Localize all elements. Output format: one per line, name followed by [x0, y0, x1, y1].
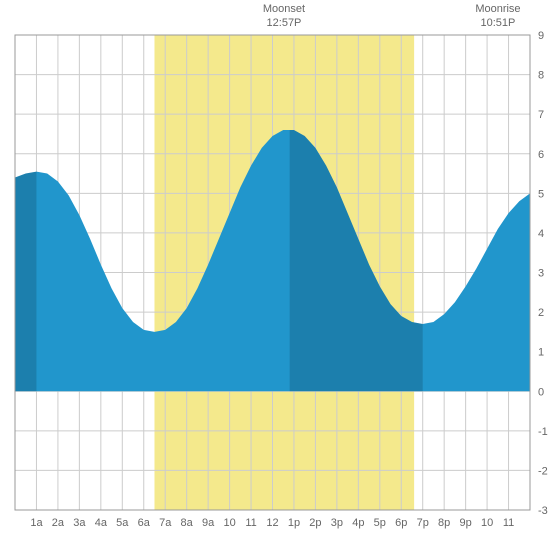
y-tick-label: 6 — [538, 149, 544, 161]
x-tick-label: 4p — [352, 517, 364, 529]
y-tick-label: 2 — [538, 307, 544, 319]
y-tick-label: 7 — [538, 109, 544, 121]
x-tick-label: 8p — [438, 517, 450, 529]
x-tick-label: 11 — [503, 517, 514, 529]
tide-shade-0 — [15, 172, 36, 392]
x-tick-label: 7p — [417, 517, 429, 529]
chart-svg: 1a2a3a4a5a6a7a8a9a1011121p2p3p4p5p6p7p8p… — [0, 0, 550, 550]
x-tick-label: 4a — [95, 517, 108, 529]
x-tick-label: 11 — [245, 517, 256, 529]
x-tick-label: 1a — [30, 517, 43, 529]
x-tick-label: 10 — [481, 517, 493, 529]
y-tick-label: 8 — [538, 70, 544, 82]
y-tick-label: -1 — [538, 426, 548, 438]
y-tick-label: 3 — [538, 268, 544, 280]
y-tick-label: 0 — [538, 386, 544, 398]
y-tick-label: 1 — [538, 347, 544, 359]
annotation-moonset: Moonset12:57P — [263, 2, 305, 31]
x-tick-label: 5a — [116, 517, 129, 529]
tide-chart: 1a2a3a4a5a6a7a8a9a1011121p2p3p4p5p6p7p8p… — [0, 0, 550, 550]
y-tick-label: 9 — [538, 30, 544, 42]
annotation-label: Moonrise — [475, 2, 520, 16]
annotation-moonrise: Moonrise10:51P — [475, 2, 520, 31]
y-tick-label: 4 — [538, 228, 544, 240]
x-tick-label: 8a — [181, 517, 194, 529]
x-tick-label: 12 — [266, 517, 278, 529]
y-tick-label: -3 — [538, 505, 548, 517]
x-tick-label: 6p — [395, 517, 407, 529]
annotation-time: 10:51P — [475, 16, 520, 30]
x-tick-label: 3p — [331, 517, 343, 529]
x-tick-label: 6a — [138, 517, 151, 529]
x-tick-label: 10 — [223, 517, 235, 529]
x-tick-label: 9a — [202, 517, 215, 529]
x-tick-label: 7a — [159, 517, 172, 529]
x-tick-label: 3a — [73, 517, 86, 529]
annotation-time: 12:57P — [263, 16, 305, 30]
x-tick-label: 2p — [309, 517, 321, 529]
x-tick-label: 5p — [374, 517, 386, 529]
x-tick-label: 9p — [460, 517, 472, 529]
annotation-label: Moonset — [263, 2, 305, 16]
x-tick-label: 2a — [52, 517, 65, 529]
y-tick-label: 5 — [538, 188, 544, 200]
y-tick-label: -2 — [538, 465, 548, 477]
tide-area — [15, 130, 530, 391]
x-tick-label: 1p — [288, 517, 300, 529]
